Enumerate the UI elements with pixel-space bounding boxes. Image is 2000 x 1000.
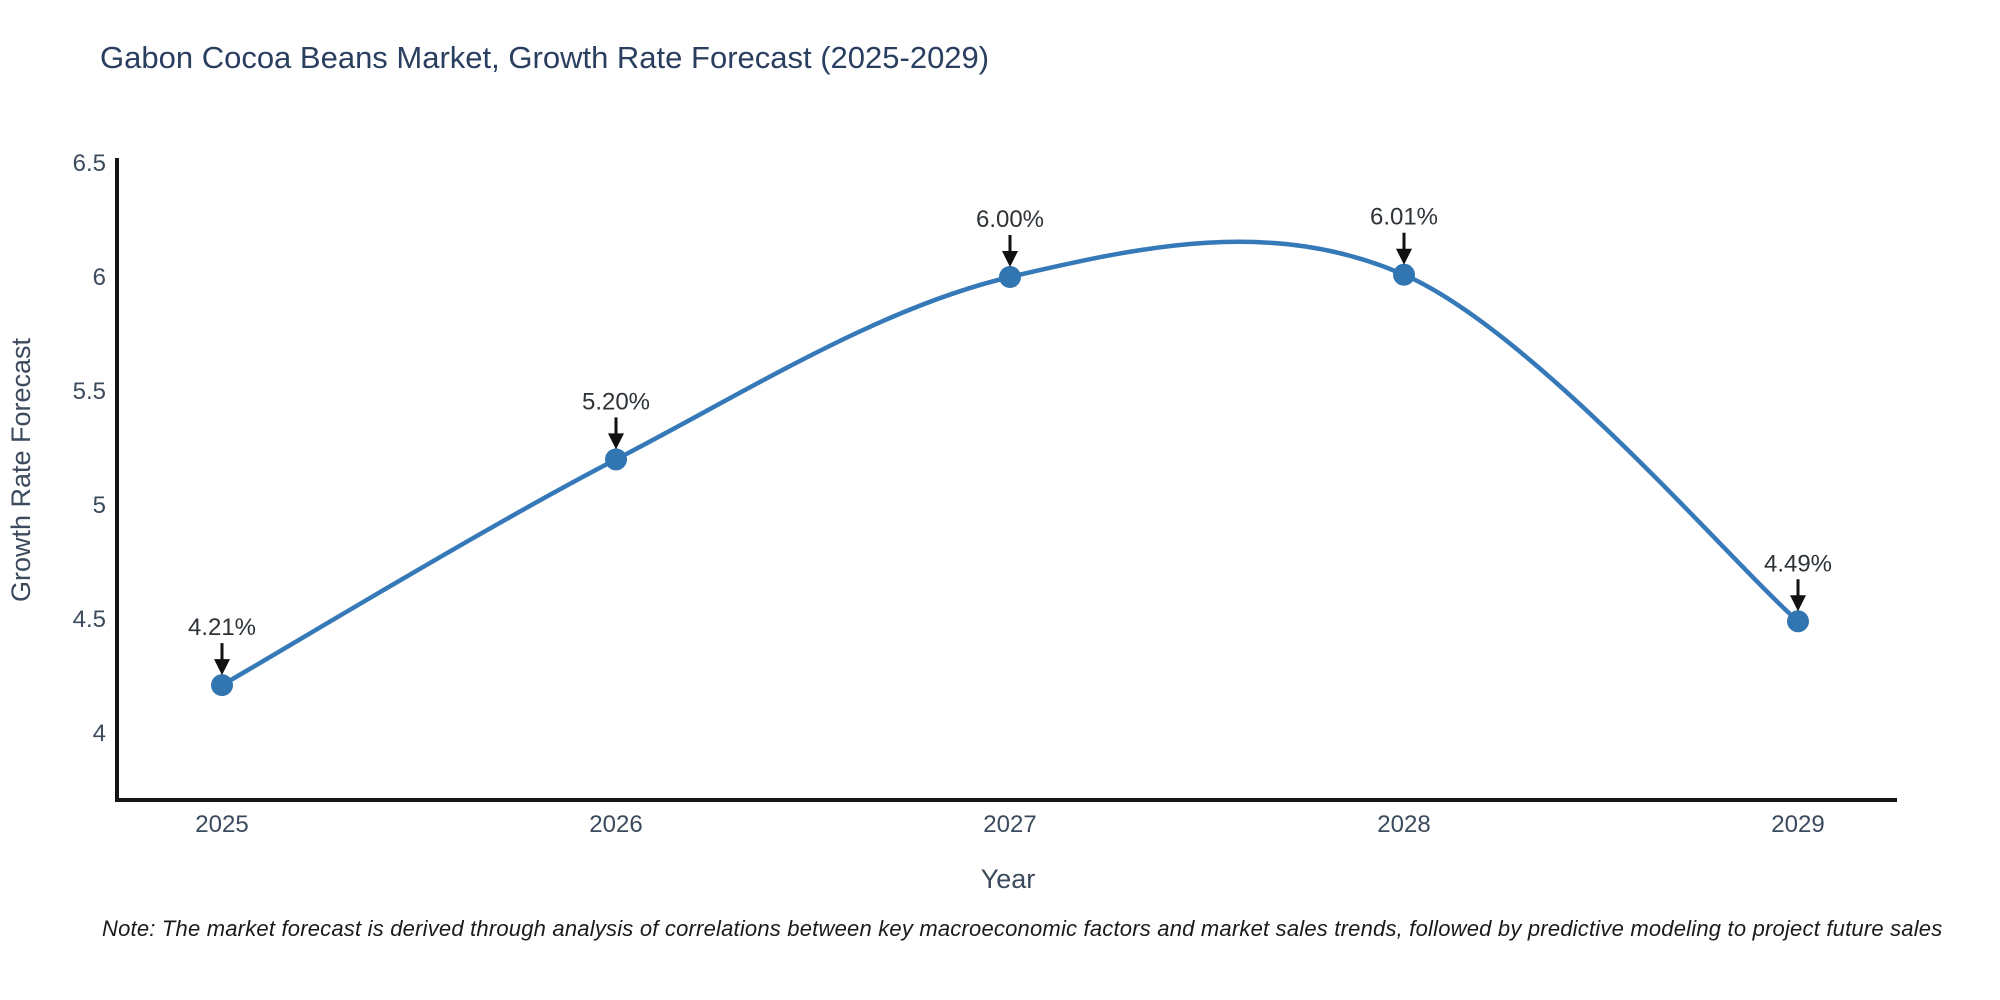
data-point-label: 4.49%	[1764, 550, 1832, 577]
data-point-marker[interactable]	[211, 674, 233, 697]
y-tick-label: 5	[93, 492, 106, 519]
footnote: Note: The market forecast is derived thr…	[102, 916, 1943, 941]
y-tick-label: 6.5	[73, 150, 106, 177]
chart-title: Gabon Cocoa Beans Market, Growth Rate Fo…	[100, 40, 990, 75]
data-point-markers	[211, 263, 1809, 697]
data-point-label: 5.20%	[582, 388, 650, 415]
x-tick-label: 2026	[589, 811, 642, 838]
annotation-arrowhead-icon	[1396, 248, 1412, 265]
data-point-marker[interactable]	[605, 448, 627, 471]
y-tick-label: 5.5	[73, 378, 106, 405]
annotation-arrowhead-icon	[608, 433, 624, 450]
y-tick-label: 6	[93, 264, 106, 291]
x-axis-tick-labels: 2025 2026 2027 2028 2029	[195, 811, 1824, 838]
data-point-label: 6.00%	[976, 206, 1044, 233]
y-tick-label: 4.5	[73, 606, 106, 633]
annotation-arrowhead-icon	[1002, 251, 1018, 267]
data-point-marker[interactable]	[1393, 263, 1415, 286]
y-axis-tick-labels: 4 4.5 5 5.5 6 6.5	[73, 150, 106, 747]
annotation-arrowhead-icon	[1790, 595, 1806, 612]
data-point-marker[interactable]	[999, 266, 1021, 288]
x-tick-label: 2028	[1377, 811, 1430, 838]
data-point-annotations: 4.21% 5.20% 6.00% 6.01% 4.49%	[188, 204, 1832, 676]
data-point-label: 6.01%	[1370, 204, 1438, 231]
x-tick-label: 2029	[1771, 811, 1824, 838]
x-tick-label: 2025	[195, 811, 248, 838]
data-point-label: 4.21%	[188, 614, 256, 641]
y-tick-label: 4	[93, 720, 106, 747]
series-line	[219, 239, 1801, 688]
y-axis-title: Growth Rate Forecast	[6, 337, 36, 602]
x-tick-label: 2027	[983, 811, 1036, 838]
data-point-marker[interactable]	[1787, 610, 1809, 633]
annotation-arrowhead-icon	[214, 659, 230, 676]
x-axis-title: Year	[981, 864, 1036, 894]
